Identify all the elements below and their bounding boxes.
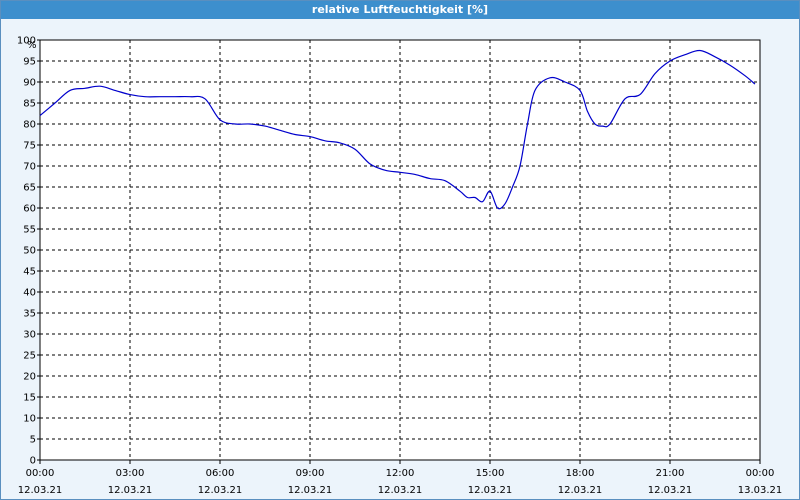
y-tick-label: 10 (23, 414, 36, 425)
y-tick-label: 60 (23, 204, 36, 215)
y-tick-label: 70 (23, 162, 36, 173)
y-axis-unit: % (27, 40, 37, 51)
y-tick-label: 25 (23, 351, 36, 362)
x-tick-time-label: 15:00 (476, 468, 505, 479)
x-tick-date-label: 13.03.21 (738, 485, 783, 496)
x-tick-time-label: 00:00 (746, 468, 775, 479)
x-tick-time-label: 06:00 (206, 468, 235, 479)
y-tick-label: 5 (30, 435, 36, 446)
x-tick-date-label: 12.03.21 (648, 485, 693, 496)
y-tick-label: 45 (23, 267, 36, 278)
x-tick-time-label: 09:00 (296, 468, 325, 479)
x-tick-date-label: 12.03.21 (198, 485, 243, 496)
y-tick-label: 55 (23, 225, 36, 236)
x-tick-date-label: 12.03.21 (468, 485, 513, 496)
x-tick-time-label: 03:00 (116, 468, 145, 479)
x-tick-time-label: 12:00 (386, 468, 415, 479)
y-tick-label: 35 (23, 309, 36, 320)
y-tick-label: 75 (23, 141, 36, 152)
y-tick-label: 90 (23, 78, 36, 89)
x-tick-date-label: 12.03.21 (288, 485, 333, 496)
y-tick-label: 40 (23, 288, 36, 299)
y-tick-label: 15 (23, 393, 36, 404)
y-tick-label: 95 (23, 57, 36, 68)
y-tick-label: 50 (23, 246, 36, 257)
x-tick-date-label: 12.03.21 (378, 485, 423, 496)
x-tick-date-label: 12.03.21 (108, 485, 153, 496)
chart-title: relative Luftfeuchtigkeit [%] (1, 1, 799, 19)
y-tick-label: 0 (30, 456, 36, 467)
y-tick-label: 30 (23, 330, 36, 341)
y-tick-label: 100 (17, 36, 36, 47)
x-tick-time-label: 18:00 (566, 468, 595, 479)
x-tick-date-label: 12.03.21 (558, 485, 603, 496)
y-tick-label: 80 (23, 120, 36, 131)
humidity-line (39, 49, 756, 210)
y-tick-label: 85 (23, 99, 36, 110)
y-tick-label: 65 (23, 183, 36, 194)
x-tick-time-label: 00:00 (26, 468, 55, 479)
x-tick-time-label: 21:00 (656, 468, 685, 479)
y-tick-label: 20 (23, 372, 36, 383)
x-tick-date-label: 12.03.21 (18, 485, 63, 496)
